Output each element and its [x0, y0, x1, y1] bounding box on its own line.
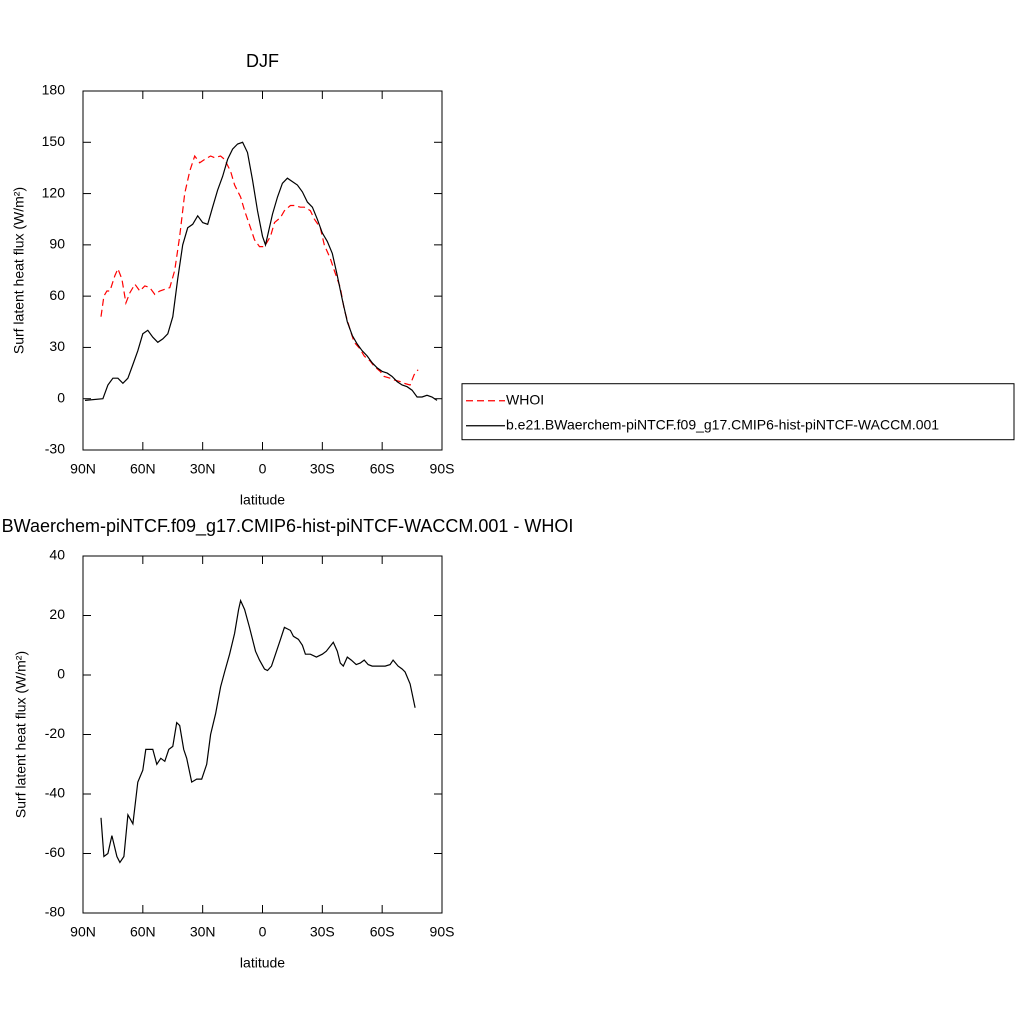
y-tick-label: 40 [49, 547, 65, 563]
y-tick-label: 60 [49, 287, 65, 303]
y-axis-label: Surf latent heat flux (W/m²) [13, 651, 29, 818]
y-tick-label: -40 [45, 785, 65, 801]
y-tick-label: 150 [42, 133, 66, 149]
x-tick-label: 60N [130, 461, 156, 477]
x-tick-label: 60S [370, 924, 395, 940]
x-axis-label: latitude [240, 492, 285, 508]
x-tick-label: 0 [259, 461, 267, 477]
x-tick-label: 30S [310, 461, 335, 477]
x-tick-label: 30S [310, 924, 335, 940]
y-tick-label: -60 [45, 844, 65, 860]
x-tick-label: 90N [70, 924, 96, 940]
chart-title: DJF [246, 51, 279, 71]
y-tick-label: 0 [57, 666, 65, 682]
x-tick-label: 60N [130, 924, 156, 940]
y-tick-label: 30 [49, 338, 65, 354]
panel: DJF latitude Surf latent heat flux (W/m²) -… [11, 51, 1015, 508]
legend-label: b.e21.BWaerchem-piNTCF.f09_g17.CMIP6-his… [506, 416, 939, 432]
x-axis-label: latitude [240, 955, 285, 971]
y-tick-label: 180 [42, 82, 66, 98]
y-tick-label: -30 [45, 441, 65, 457]
plot-frame [82, 90, 443, 451]
x-tick-label: 60S [370, 461, 395, 477]
data-line [84, 141, 438, 401]
x-tick-label: 90S [430, 924, 455, 940]
x-tick-label: 30N [190, 461, 216, 477]
y-tick-label: -80 [45, 904, 65, 920]
plot-frame [82, 555, 443, 914]
y-tick-label: 20 [49, 606, 65, 622]
y-tick-label: -20 [45, 725, 65, 741]
data-line [100, 154, 419, 386]
data-line [100, 598, 416, 864]
x-tick-label: 0 [259, 924, 267, 940]
y-tick-label: 0 [57, 389, 65, 405]
legend-label: WHOI [506, 391, 544, 407]
x-tick-label: 30N [190, 924, 216, 940]
chart-title: b.e21.BWaerchem-piNTCF.f09_g17.CMIP6-his… [0, 516, 573, 537]
x-tick-label: 90N [70, 461, 96, 477]
y-axis-label: Surf latent heat flux (W/m²) [11, 187, 27, 354]
panel: b.e21.BWaerchem-piNTCF.f09_g17.CMIP6-his… [0, 516, 573, 971]
legend-box [461, 383, 1015, 441]
y-tick-label: 90 [49, 236, 65, 252]
y-tick-label: 120 [42, 184, 66, 200]
x-tick-label: 90S [430, 461, 455, 477]
